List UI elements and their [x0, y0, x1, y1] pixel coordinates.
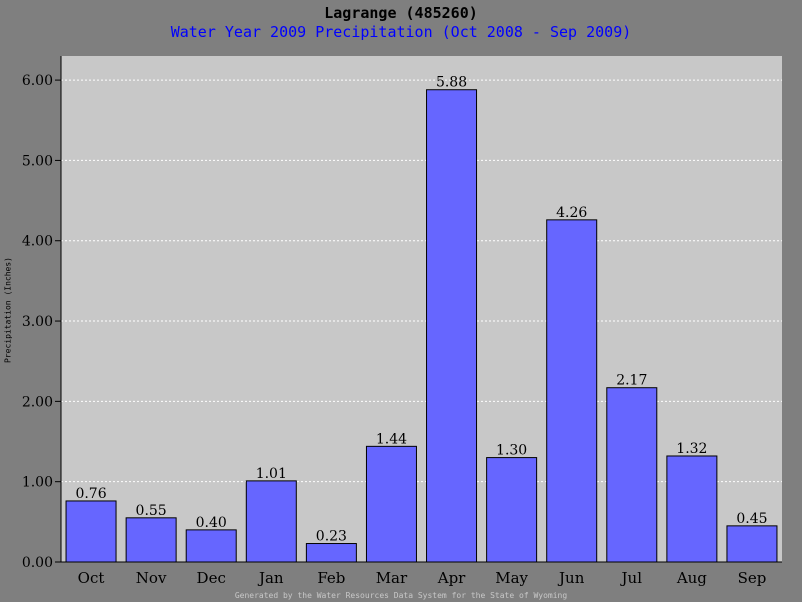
- data-label: 1.30: [496, 443, 527, 459]
- bar: [666, 455, 718, 563]
- data-label: 2.17: [616, 373, 647, 389]
- x-tick-label: Aug: [676, 569, 707, 587]
- x-tick-label: Sep: [738, 569, 767, 587]
- x-tick-label: Dec: [197, 569, 226, 587]
- x-tick-label: Feb: [317, 569, 345, 587]
- y-tick-label: 1.00: [22, 475, 53, 491]
- bar: [185, 529, 237, 563]
- data-label: 1.44: [376, 431, 407, 447]
- data-label: 0.76: [75, 486, 106, 502]
- bar: [486, 457, 538, 563]
- x-tick-label: Apr: [437, 569, 466, 587]
- chart-subtitle: Water Year 2009 Precipitation (Oct 2008 …: [170, 23, 632, 41]
- bar: [65, 500, 117, 563]
- x-tick-label: Jul: [620, 569, 643, 587]
- data-label: 0.55: [136, 503, 167, 519]
- bar: [606, 387, 658, 563]
- x-tick-label: Jan: [257, 569, 284, 587]
- x-tick-label: May: [495, 569, 528, 587]
- y-tick-label: 6.00: [22, 73, 53, 89]
- data-label: 0.45: [736, 511, 767, 527]
- bar: [426, 89, 478, 563]
- footer-credit: Generated by the Water Resources Data Sy…: [234, 591, 568, 600]
- y-tick-label: 2.00: [22, 394, 53, 410]
- data-label: 1.01: [256, 466, 287, 482]
- y-axis-label: Precipitation (Inches): [3, 257, 13, 363]
- data-label: 0.23: [316, 529, 347, 545]
- bar: [365, 445, 417, 563]
- bar: [546, 219, 598, 563]
- chart-title: Lagrange (485260): [324, 4, 478, 22]
- x-tick-label: Jun: [557, 569, 585, 587]
- plot-area: [61, 56, 782, 562]
- y-tick-label: 5.00: [22, 153, 53, 169]
- data-label: 5.88: [436, 75, 467, 91]
- y-tick-label: 3.00: [22, 314, 53, 330]
- bar: [305, 543, 357, 563]
- bar: [245, 480, 297, 563]
- x-tick-label: Nov: [136, 569, 167, 587]
- data-label: 1.32: [676, 441, 707, 457]
- bar: [125, 517, 177, 563]
- y-tick-label: 0.00: [22, 555, 53, 571]
- x-tick-label: Mar: [376, 569, 408, 587]
- data-label: 4.26: [556, 205, 587, 221]
- data-label: 0.40: [196, 515, 227, 531]
- y-tick-label: 4.00: [22, 234, 53, 250]
- bar: [726, 525, 778, 563]
- x-tick-label: Oct: [78, 569, 105, 587]
